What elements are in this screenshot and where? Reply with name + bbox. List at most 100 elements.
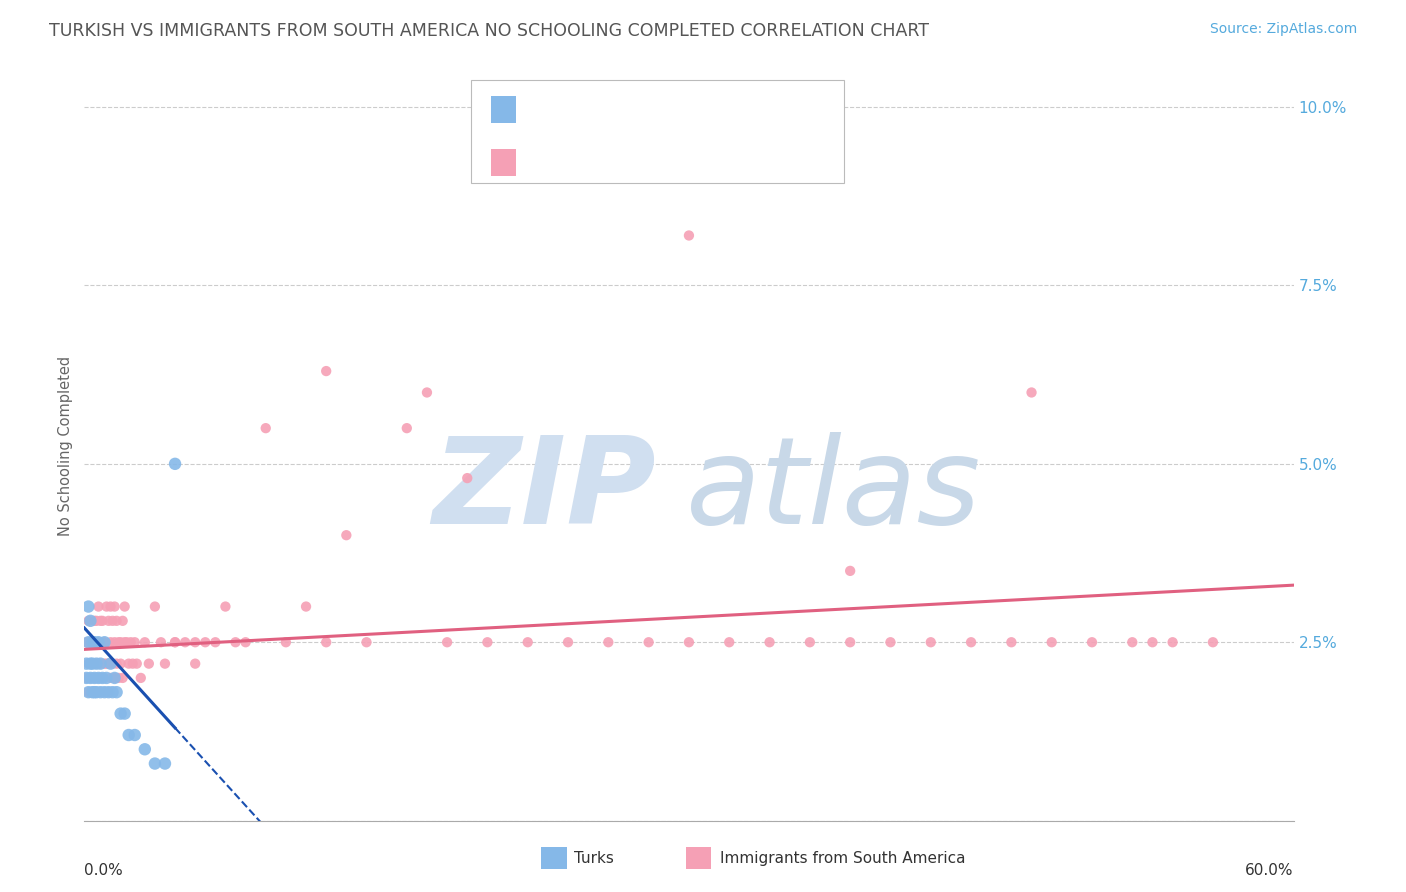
Text: Turks: Turks — [574, 851, 613, 865]
Point — [138, 657, 160, 671]
Point — [89, 657, 111, 671]
Point — [184, 657, 207, 671]
Point — [107, 635, 129, 649]
Point — [110, 635, 132, 649]
Point — [274, 635, 297, 649]
Point — [134, 635, 156, 649]
Point — [93, 635, 115, 649]
Text: 60.0%: 60.0% — [1246, 863, 1294, 879]
Point — [107, 671, 129, 685]
Point — [516, 157, 538, 171]
Point — [83, 657, 105, 671]
Point — [114, 599, 136, 614]
Point — [83, 685, 105, 699]
Point — [557, 635, 579, 649]
Point — [134, 742, 156, 756]
Point — [82, 657, 104, 671]
Point — [77, 685, 100, 699]
Point — [104, 599, 127, 614]
Point — [82, 635, 104, 649]
Point — [75, 657, 97, 671]
Text: TURKISH VS IMMIGRANTS FROM SOUTH AMERICA NO SCHOOLING COMPLETED CORRELATION CHAR: TURKISH VS IMMIGRANTS FROM SOUTH AMERICA… — [49, 22, 929, 40]
Point — [87, 671, 110, 685]
Point — [91, 614, 114, 628]
Point — [416, 385, 439, 400]
Point — [87, 635, 110, 649]
Point — [89, 657, 111, 671]
Point — [86, 657, 108, 671]
Point — [1121, 635, 1143, 649]
Point — [115, 635, 138, 649]
Point — [93, 685, 115, 699]
Point — [79, 657, 101, 671]
Point — [456, 471, 478, 485]
Point — [75, 671, 97, 685]
Point — [91, 671, 114, 685]
Point — [1081, 635, 1104, 649]
Point — [89, 614, 111, 628]
Point — [89, 685, 111, 699]
Point — [295, 599, 318, 614]
Point — [79, 614, 101, 628]
Text: Immigrants from South America: Immigrants from South America — [720, 851, 966, 865]
Point — [105, 614, 128, 628]
Point — [104, 635, 127, 649]
Point — [1161, 635, 1184, 649]
Point — [114, 635, 136, 649]
Point — [87, 599, 110, 614]
Point — [83, 671, 105, 685]
Point — [96, 657, 118, 671]
Point — [77, 635, 100, 649]
Text: 37: 37 — [692, 101, 716, 119]
Point — [204, 635, 226, 649]
Point — [83, 635, 105, 649]
Point — [436, 635, 458, 649]
Point — [100, 599, 122, 614]
Point — [86, 614, 108, 628]
Point — [225, 635, 247, 649]
Point — [104, 671, 127, 685]
Point — [97, 685, 120, 699]
Text: 103: 103 — [692, 153, 727, 171]
Point — [89, 685, 111, 699]
Point — [129, 671, 152, 685]
Point — [121, 657, 143, 671]
Point — [93, 635, 115, 649]
Point — [86, 657, 108, 671]
Point — [79, 671, 101, 685]
Point — [718, 635, 741, 649]
Point — [395, 421, 418, 435]
Point — [678, 228, 700, 243]
Point — [97, 685, 120, 699]
Point — [111, 614, 134, 628]
Point — [194, 635, 217, 649]
Point — [335, 528, 357, 542]
Point — [124, 635, 146, 649]
Point — [165, 457, 187, 471]
Point — [110, 706, 132, 721]
Point — [143, 756, 166, 771]
Point — [82, 685, 104, 699]
Point — [91, 671, 114, 685]
Point — [678, 635, 700, 649]
Point — [960, 635, 983, 649]
Point — [97, 657, 120, 671]
Point — [97, 614, 120, 628]
Point — [105, 657, 128, 671]
Point — [165, 635, 187, 649]
Point — [120, 635, 142, 649]
Point — [101, 657, 124, 671]
Point — [82, 635, 104, 649]
Point — [96, 671, 118, 685]
Point — [153, 756, 176, 771]
Point — [118, 657, 141, 671]
Point — [315, 635, 337, 649]
Point — [758, 635, 780, 649]
Point — [143, 599, 166, 614]
Point — [79, 685, 101, 699]
Point — [105, 685, 128, 699]
Point — [879, 635, 901, 649]
Point — [165, 635, 187, 649]
Text: ZIP: ZIP — [432, 433, 655, 549]
Point — [315, 364, 337, 378]
